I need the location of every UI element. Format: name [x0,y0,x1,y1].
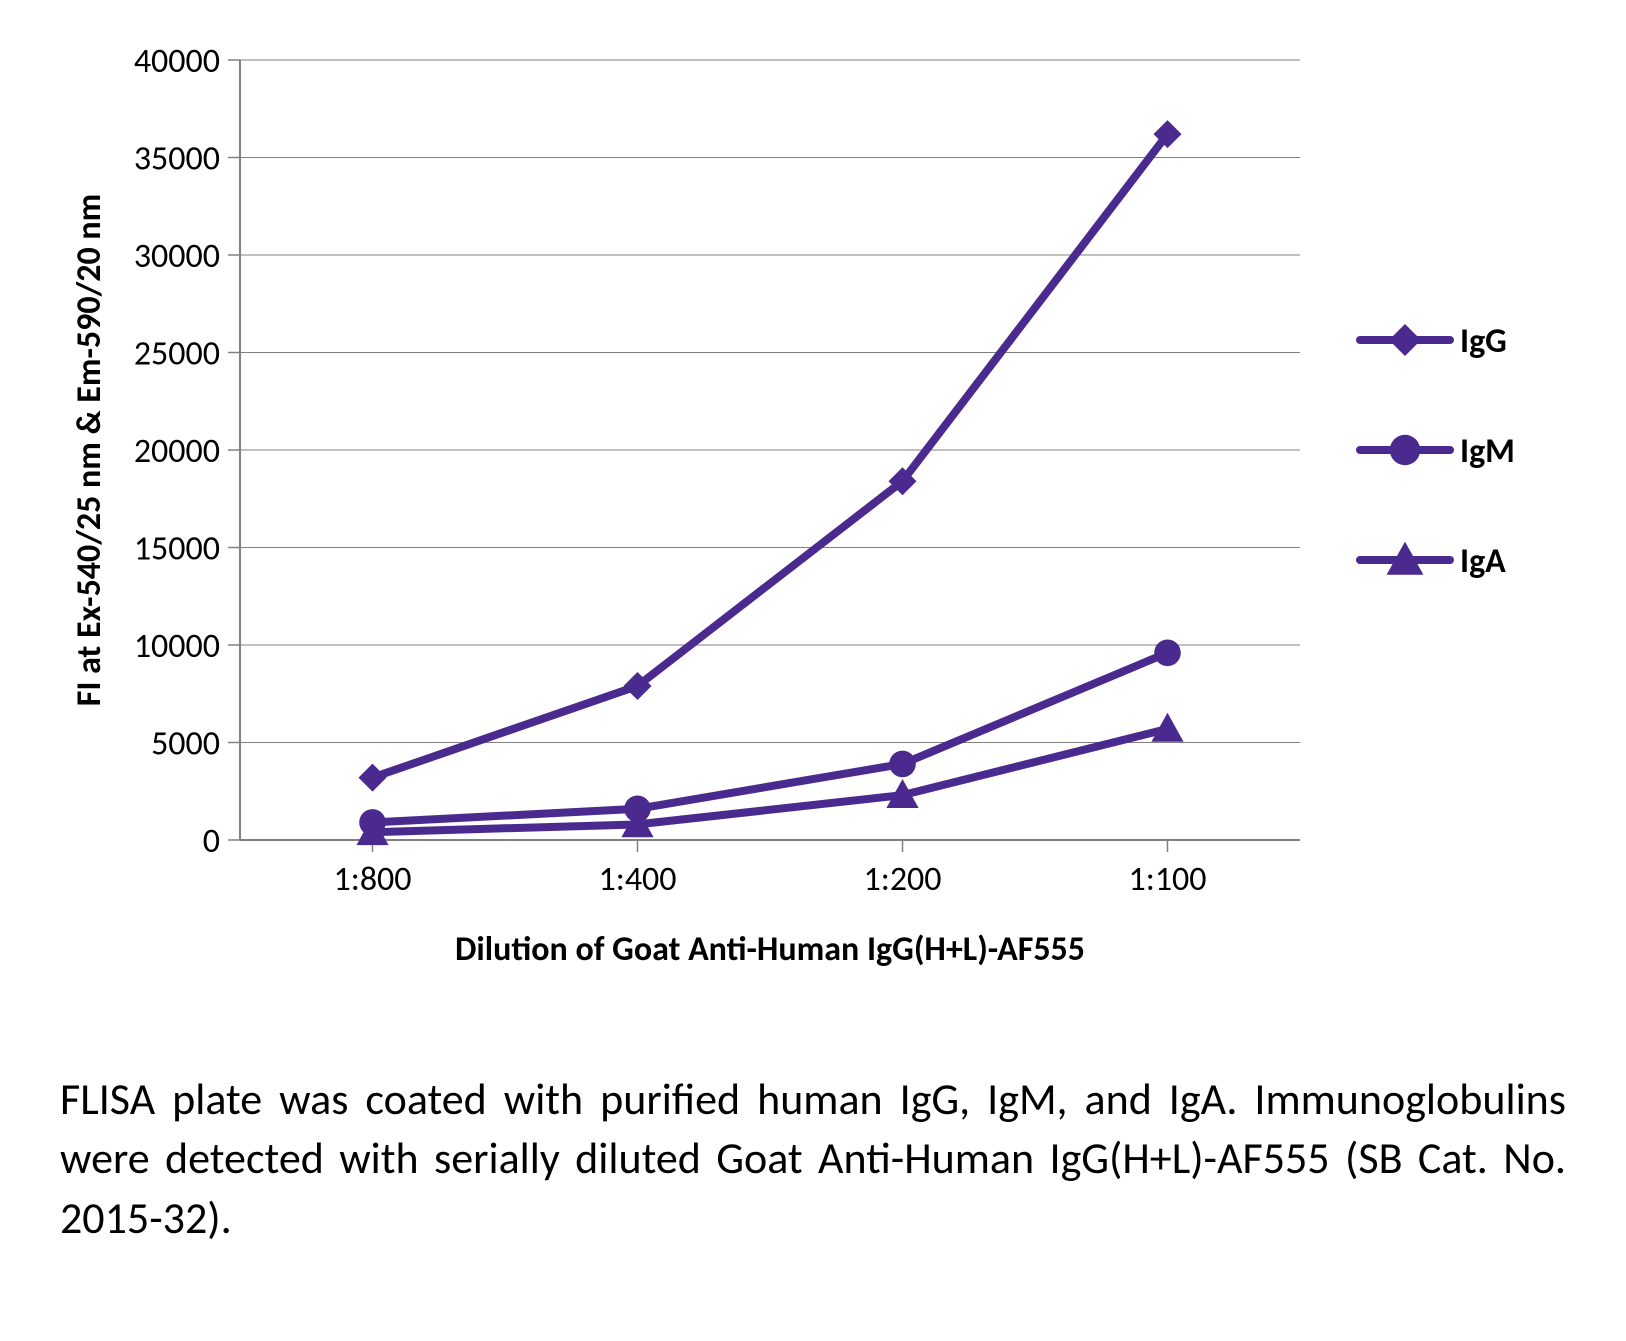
page: 0 5000 10000 15000 20000 25000 30000 35000 40000… [0,0,1626,1341]
chart-svg: 0 5000 10000 15000 20000 25000 30000 35000 40000… [40,30,1586,1030]
y-tick-label: 0 [203,821,220,862]
y-tick-label: 10000 [134,626,220,667]
y-tick-label: 5000 [151,724,220,765]
y-tick-label: 25000 [134,334,220,375]
caption-text: FLISA plate was coated with purified hum… [60,1070,1566,1248]
x-tick-label: 1:200 [863,859,941,900]
y-tick-label: 40000 [134,41,220,82]
legend-label: IgG [1460,321,1507,362]
x-axis-title: Dilution of Goat Anti-Human IgG(H+L)-AF5… [455,929,1085,970]
flisa-chart: 0 5000 10000 15000 20000 25000 30000 35000 40000… [40,30,1586,1050]
x-tick-label: 1:100 [1128,859,1206,900]
x-tick-label: 1:800 [333,859,411,900]
x-tick-label: 1:400 [598,859,676,900]
y-tick-label: 30000 [134,236,220,277]
legend-label: IgM [1460,431,1515,472]
y-tick-label: 15000 [134,529,220,570]
y-axis-title: FI at Ex-540/25 nm & Em-590/20 nm [69,194,110,707]
y-tick-label: 35000 [134,139,220,180]
legend-label: IgA [1460,541,1506,582]
y-tick-label: 20000 [134,431,220,472]
